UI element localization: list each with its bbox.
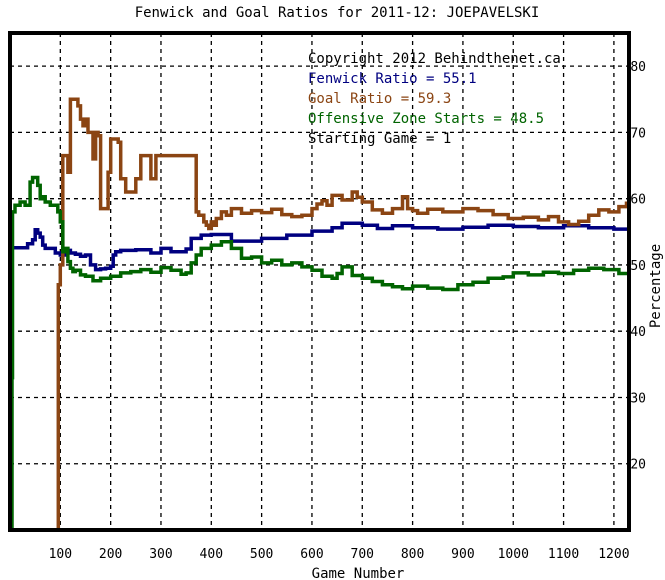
y-axis-label: Percentage <box>648 244 664 328</box>
x-tick-label: 800 <box>401 547 424 562</box>
x-tick-label: 400 <box>200 547 223 562</box>
x-tick-label: 1000 <box>498 547 529 562</box>
annotation-1: Fenwick Ratio = 55.1 <box>308 71 477 87</box>
x-tick-label: 300 <box>149 547 172 562</box>
annotation-2: Goal Ratio = 59.3 <box>308 91 451 107</box>
annotation-3: Offensive Zone Starts = 48.5 <box>308 111 544 127</box>
y-tick-label: 20 <box>630 458 646 473</box>
y-tick-label: 60 <box>630 193 646 208</box>
y-tick-label: 30 <box>630 391 646 406</box>
y-tick-label: 50 <box>630 259 646 274</box>
series-line-1 <box>56 97 629 532</box>
series-lines <box>10 97 631 532</box>
y-tick-label: 40 <box>630 325 646 340</box>
x-tick-label: 200 <box>99 547 122 562</box>
y-tick-label: 80 <box>630 60 646 75</box>
x-tick-label: 1100 <box>548 547 579 562</box>
x-tick-label: 500 <box>250 547 273 562</box>
y-tick-label: 70 <box>630 126 646 141</box>
grid <box>10 33 629 530</box>
annotations: Copyright 2012 Behindthenet.ca Fenwick Ra… <box>308 51 561 147</box>
plot-frame <box>8 31 631 532</box>
x-axis-label: Game Number <box>312 566 405 580</box>
x-tick-label: 100 <box>49 547 72 562</box>
annotation-0: Copyright 2012 Behindthenet.ca <box>308 51 561 67</box>
x-tick-label: 1200 <box>598 547 629 562</box>
series-line-0 <box>10 221 631 272</box>
chart-title: Fenwick and Goal Ratios for 2011-12: JOE… <box>135 5 540 21</box>
x-tick-label: 900 <box>451 547 474 562</box>
y-tick-labels: 20 30 40 50 60 70 80 <box>630 60 646 473</box>
series-line-2 <box>10 175 631 532</box>
x-tick-label: 700 <box>351 547 374 562</box>
x-tick-labels: 100 200 300 400 500 600 700 800 900 1000 1100 1200 <box>49 547 630 562</box>
annotation-4: Starting Game = 1 <box>308 131 451 147</box>
x-tick-label: 600 <box>300 547 323 562</box>
